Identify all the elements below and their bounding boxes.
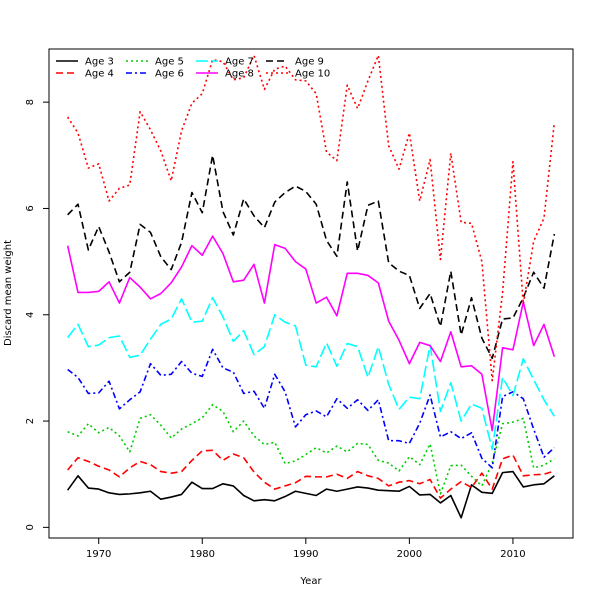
legend-label: Age 5 xyxy=(155,57,184,68)
series-line-age-8 xyxy=(66,235,556,432)
legend-label: Age 9 xyxy=(295,57,324,68)
x-tick-label: 1970 xyxy=(86,549,111,560)
y-axis: 0 2 4 6 8 xyxy=(25,99,49,531)
x-tick-label: 1990 xyxy=(293,549,318,560)
legend-label: Age 7 xyxy=(225,57,254,68)
series-line-age-6 xyxy=(67,348,555,469)
x-tick-label: 1980 xyxy=(190,549,215,560)
legend-label: Age 3 xyxy=(85,57,114,68)
legend-label: Age 10 xyxy=(295,69,330,80)
series-line-age-9 xyxy=(67,154,556,360)
series-line-age-5 xyxy=(67,403,555,495)
y-tick-label: 6 xyxy=(25,205,36,211)
y-tick-label: 8 xyxy=(25,99,36,105)
x-tick-label: 2000 xyxy=(397,549,422,560)
legend-label: Age 8 xyxy=(225,69,254,80)
series-line-age-3 xyxy=(66,470,555,519)
x-tick-label: 2010 xyxy=(500,549,525,560)
x-axis-title: Year xyxy=(299,576,322,587)
legend-label: Age 4 xyxy=(85,69,114,80)
y-tick-label: 2 xyxy=(25,418,36,424)
legend-label: Age 6 xyxy=(155,69,184,80)
x-axis: 1970 1980 1990 2000 2010 xyxy=(86,538,526,560)
y-tick-label: 4 xyxy=(25,312,36,318)
y-axis-title: Discard mean weight xyxy=(3,240,14,346)
plot-area-frame xyxy=(48,48,574,539)
series-line-age-7 xyxy=(67,296,556,451)
series-layer xyxy=(66,54,556,519)
y-tick-label: 0 xyxy=(25,524,36,530)
